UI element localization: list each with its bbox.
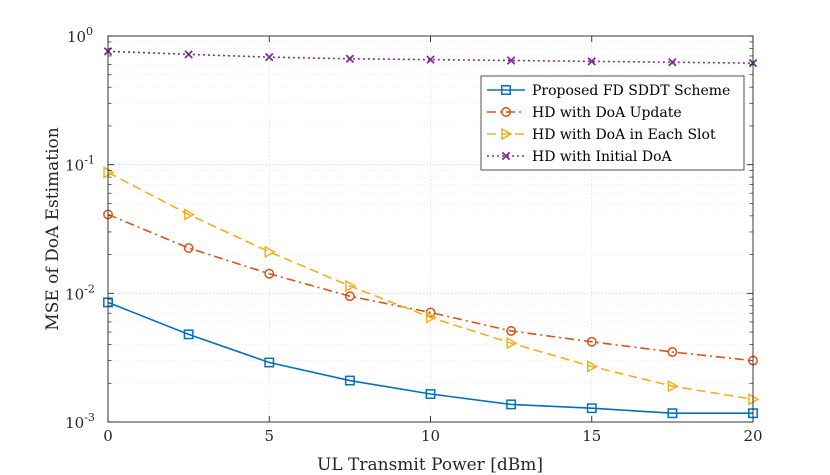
data-point (587, 360, 599, 373)
legend-marker (501, 107, 511, 117)
data-point (183, 243, 194, 253)
legend-marker (501, 85, 511, 95)
legend-label: Proposed FD SDDT Scheme (532, 83, 730, 99)
series-3 (103, 166, 760, 406)
y-tick-label: 100 (67, 25, 93, 46)
data-point (586, 336, 597, 347)
x-axis-label: UL Transmit Power [dBm] (317, 455, 543, 475)
data-point (668, 58, 677, 67)
data-point (748, 393, 760, 406)
legend-item: Proposed FD SDDT Scheme (487, 83, 730, 99)
data-point (426, 55, 435, 64)
y-tick-label: 10-1 (65, 154, 95, 175)
axis-ticks: 0 5 10 15 20 100 10-1 10-2 10-3 (65, 25, 762, 445)
series-line (107, 301, 753, 415)
legend-label: HD with Initial DoA (532, 149, 672, 165)
marker-stroke (668, 58, 677, 67)
data-point (345, 54, 355, 64)
data-point (103, 166, 115, 179)
data-point (264, 245, 276, 259)
marker-stroke (501, 151, 511, 161)
legend-item: HD with Initial DoA (487, 149, 672, 165)
series-line (107, 213, 754, 362)
legend-marker (501, 127, 513, 141)
data-point (587, 57, 596, 66)
marker-stroke (506, 56, 516, 65)
data-point (667, 347, 678, 357)
data-point (344, 291, 355, 302)
y-tick-label: 10-3 (65, 411, 95, 432)
x-tick-label: 5 (264, 427, 274, 445)
y-tick-label: 10-2 (65, 282, 95, 303)
series-group (103, 47, 760, 419)
legend-box (480, 75, 745, 171)
data-point (345, 279, 357, 293)
marker-stroke (426, 55, 435, 64)
data-point (667, 379, 679, 393)
data-point (264, 268, 275, 279)
axis-labels: UL Transmit Power [dBm] MSE of DoA Estim… (43, 127, 543, 475)
y-axis-label: MSE of DoA Estimation (43, 127, 63, 331)
data-point (425, 311, 438, 324)
x-tick-label: 10 (421, 427, 440, 445)
data-point (667, 408, 678, 419)
marker-stroke (587, 57, 596, 66)
data-point (344, 375, 355, 386)
legend-label: HD with DoA in Each Slot (532, 127, 716, 143)
marker-stroke (265, 52, 274, 62)
legend-item: HD with DoA in Each Slot (487, 127, 716, 143)
series-line (107, 171, 754, 401)
data-point (506, 56, 516, 65)
data-point (506, 326, 517, 336)
data-point (183, 329, 194, 340)
legend-marker (501, 151, 511, 161)
data-point (506, 399, 517, 410)
x-tick-label: 15 (582, 427, 601, 445)
data-point (425, 389, 436, 399)
data-point (183, 208, 196, 221)
legend: Proposed FD SDDT Scheme HD with DoA Updat… (480, 75, 745, 171)
legend-label: HD with DoA Update (532, 105, 682, 121)
marker-stroke (345, 54, 355, 64)
marker-stroke (184, 50, 193, 59)
x-tick-label: 0 (103, 427, 113, 445)
x-tick-label: 20 (743, 427, 762, 445)
data-point (506, 336, 518, 350)
data-point (586, 403, 597, 414)
data-point (265, 52, 274, 62)
data-point (184, 50, 193, 59)
legend-item: HD with DoA Update (487, 105, 682, 121)
data-point (264, 357, 275, 368)
